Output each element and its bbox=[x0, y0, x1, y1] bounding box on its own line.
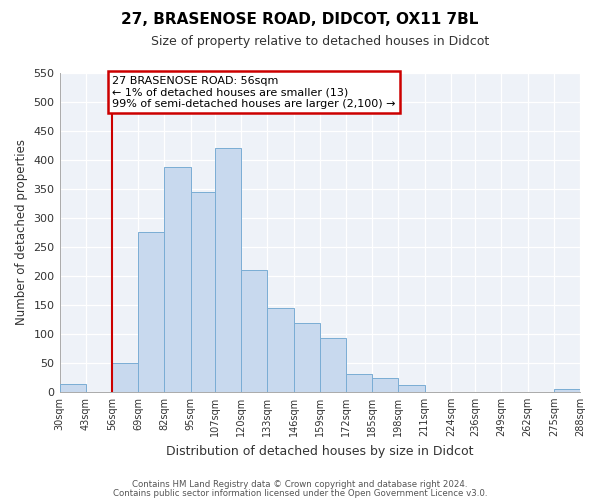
Bar bbox=[320, 338, 346, 392]
Y-axis label: Number of detached properties: Number of detached properties bbox=[15, 140, 28, 326]
Bar bbox=[554, 389, 580, 392]
Text: Contains HM Land Registry data © Crown copyright and database right 2024.: Contains HM Land Registry data © Crown c… bbox=[132, 480, 468, 489]
Text: Contains public sector information licensed under the Open Government Licence v3: Contains public sector information licen… bbox=[113, 489, 487, 498]
Bar bbox=[241, 270, 268, 392]
Bar bbox=[215, 148, 241, 392]
Bar bbox=[112, 363, 138, 392]
Bar bbox=[164, 166, 191, 392]
Bar bbox=[268, 308, 293, 392]
Bar bbox=[372, 378, 398, 392]
X-axis label: Distribution of detached houses by size in Didcot: Distribution of detached houses by size … bbox=[166, 444, 473, 458]
Bar bbox=[346, 374, 372, 392]
Bar bbox=[59, 384, 86, 392]
Text: 27, BRASENOSE ROAD, DIDCOT, OX11 7BL: 27, BRASENOSE ROAD, DIDCOT, OX11 7BL bbox=[121, 12, 479, 28]
Text: 27 BRASENOSE ROAD: 56sqm
← 1% of detached houses are smaller (13)
99% of semi-de: 27 BRASENOSE ROAD: 56sqm ← 1% of detache… bbox=[112, 76, 395, 109]
Bar bbox=[191, 192, 215, 392]
Bar bbox=[138, 232, 164, 392]
Bar bbox=[398, 385, 425, 392]
Title: Size of property relative to detached houses in Didcot: Size of property relative to detached ho… bbox=[151, 35, 489, 48]
Bar bbox=[293, 324, 320, 392]
